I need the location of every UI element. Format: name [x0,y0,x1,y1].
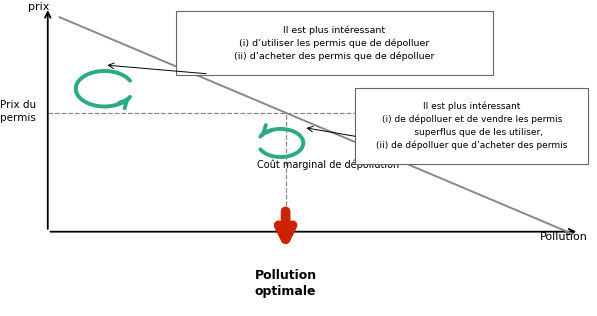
Text: Prix du
permis: Prix du permis [0,100,36,123]
FancyBboxPatch shape [176,11,493,75]
Text: Il est plus intéressant
(i) de dépolluer et de vendre les permis
     superflus : Il est plus intéressant (i) de dépolluer… [376,101,567,150]
Text: Pollution
optimale: Pollution optimale [254,269,316,298]
FancyBboxPatch shape [355,88,588,164]
Text: Il est plus intéressant
(i) d’utiliser les permis que de dépolluer
(ii) d’achete: Il est plus intéressant (i) d’utiliser l… [234,25,435,61]
Text: Coût marginal de dépollution: Coût marginal de dépollution [257,160,399,170]
Text: Pollution: Pollution [540,232,588,241]
Text: prix: prix [28,3,50,12]
